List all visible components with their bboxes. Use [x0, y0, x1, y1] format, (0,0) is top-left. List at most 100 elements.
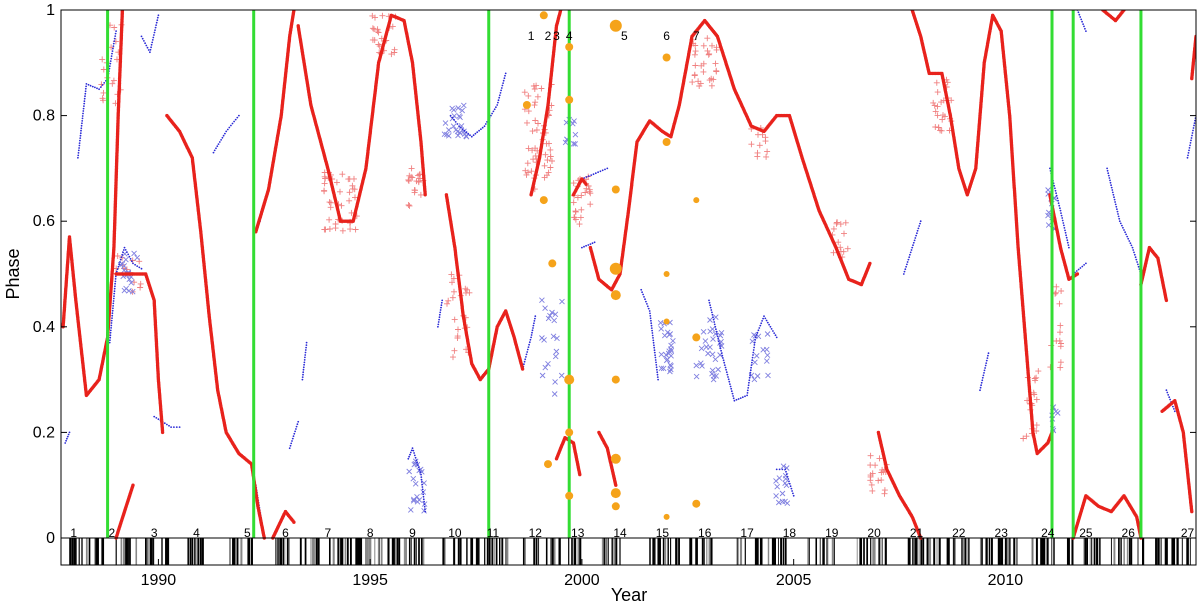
blue-x-point	[460, 102, 467, 109]
blue-curve-point	[749, 371, 752, 374]
red-plus-point	[321, 180, 328, 187]
blue-curve-point	[646, 305, 649, 308]
blue-curve-point	[787, 478, 790, 480]
blue-x-point	[709, 367, 716, 374]
blue-curve-point	[225, 130, 228, 133]
blue-curve-point	[502, 82, 504, 84]
blue-curve-point	[109, 329, 112, 332]
blue-curve-point	[109, 60, 112, 62]
blue-curve-point	[212, 151, 215, 154]
blue-curve-point	[1083, 25, 1085, 28]
blue-curve-point	[983, 369, 986, 372]
blue-curve-point	[648, 310, 651, 312]
blue-curve-point	[81, 122, 83, 125]
blue-curve-point	[785, 473, 788, 476]
blue-curve-point	[85, 85, 87, 88]
red-plus-point	[409, 174, 416, 181]
blue-x-point	[558, 372, 565, 379]
blue-curve-point	[531, 331, 533, 334]
red-plus-point	[1053, 289, 1059, 296]
blue-curve-point	[83, 105, 85, 107]
blue-curve-point	[296, 423, 299, 426]
blue-curve-point	[491, 112, 493, 115]
blue-x-point	[569, 120, 576, 127]
blue-curve-point	[729, 385, 732, 388]
red-plus-point	[535, 120, 541, 127]
blue-curve-point	[220, 139, 223, 141]
red-plus-point	[451, 316, 458, 323]
blue-curve-point	[440, 306, 442, 309]
blue-x-point	[572, 141, 579, 147]
blue-curve-point	[752, 349, 755, 351]
blue-x-point	[707, 328, 714, 335]
blue-x-point	[752, 359, 758, 366]
red-plus-point	[931, 102, 938, 109]
blue-curve-point	[68, 431, 71, 434]
blue-curve-point	[478, 129, 480, 132]
blue-curve-point	[113, 292, 116, 295]
red-plus-point	[837, 244, 844, 251]
red-plus-point	[417, 191, 424, 198]
red-plus-point	[338, 202, 345, 209]
blue-curve-point	[746, 392, 749, 394]
blue-curve-point	[753, 346, 755, 349]
blue-x-point	[657, 319, 664, 326]
blue-x-point	[541, 337, 547, 343]
blue-curve-point	[654, 356, 657, 359]
blue-curve-point	[1190, 139, 1192, 142]
orange-point	[692, 333, 701, 342]
red-plus-point	[371, 26, 377, 33]
blue-curve-point	[1117, 213, 1119, 215]
blue-curve-point	[109, 339, 111, 342]
blue-curve-point	[1085, 262, 1087, 265]
red-plus-point	[412, 187, 418, 194]
blue-x-point	[667, 362, 674, 368]
blue-x-point	[457, 130, 463, 136]
red-plus-point	[709, 42, 715, 49]
blue-curve-point	[407, 457, 410, 460]
red-plus-point	[830, 225, 837, 232]
red-plus-point	[835, 239, 842, 246]
red-plus-point	[113, 265, 120, 272]
blue-curve-point	[1054, 187, 1056, 190]
blue-curve-point	[145, 44, 148, 47]
blue-curve-point	[1061, 217, 1064, 219]
blue-curve-point	[79, 139, 81, 142]
blue-curve-point	[752, 351, 755, 354]
red-plus-point	[322, 175, 329, 182]
blue-curve-point	[1056, 197, 1059, 200]
blue-curve-point	[526, 351, 529, 353]
blue-curve-point	[1107, 174, 1110, 177]
blue-curve-point	[1173, 410, 1176, 413]
blue-curve-point	[601, 169, 604, 172]
blue-curve-point	[439, 311, 442, 314]
red-plus-point	[100, 89, 107, 96]
red-plus-point	[321, 226, 328, 233]
blue-curve-point	[735, 398, 738, 401]
red-plus-point	[587, 201, 594, 208]
blue-curve-point	[909, 251, 912, 254]
blue-curve-point	[532, 324, 535, 327]
blue-curve-point	[589, 243, 592, 246]
blue-curve-point	[1192, 129, 1194, 132]
blue-curve-point	[420, 473, 422, 476]
blue-curve-point	[714, 325, 717, 328]
blue-curve-point	[413, 452, 415, 454]
red-plus-point	[570, 180, 577, 187]
blue-curve-point	[481, 126, 484, 129]
blue-curve-point	[155, 417, 158, 419]
blue-curve-point	[111, 312, 114, 315]
red-plus-point	[455, 326, 461, 333]
blue-curve-point	[765, 319, 768, 322]
blue-curve-point	[774, 334, 777, 337]
red-plus-point	[930, 99, 937, 106]
orange-point	[565, 43, 574, 51]
red-plus-point	[332, 221, 339, 227]
blue-curve-point	[905, 265, 907, 268]
blue-curve-point	[175, 426, 178, 428]
red-plus-point	[1057, 329, 1063, 336]
blue-curve-point	[1129, 242, 1132, 245]
blue-x-point	[764, 331, 771, 337]
blue-curve-point	[67, 433, 70, 436]
blue-x-point	[562, 139, 569, 146]
